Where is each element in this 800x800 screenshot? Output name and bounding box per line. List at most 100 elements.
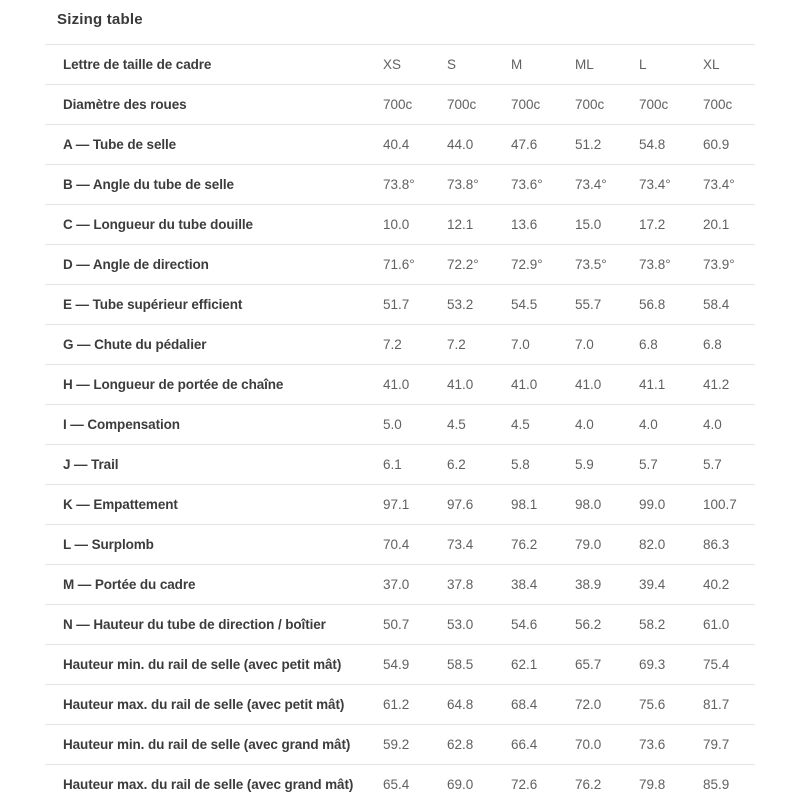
cell-value: 6.8 xyxy=(639,337,658,352)
column-header: M xyxy=(511,57,523,72)
table-row: D — Angle de direction 71.6° 72.2° 72.9° 73.… xyxy=(45,244,755,284)
row-label: M — Portée du cadre xyxy=(63,577,196,592)
cell-value: 70.0 xyxy=(575,737,602,752)
cell-value: 81.7 xyxy=(703,697,730,712)
cell-value: 10.0 xyxy=(383,217,410,232)
cell-value: 700c xyxy=(511,97,541,112)
cell-value: 17.2 xyxy=(639,217,666,232)
table-row: A — Tube de selle 40.4 44.0 47.6 51.2 54.8 60.… xyxy=(45,124,755,164)
cell-value: 54.5 xyxy=(511,297,538,312)
row-label: Diamètre des roues xyxy=(63,97,187,112)
cell-value: 62.8 xyxy=(447,737,474,752)
cell-value: 58.4 xyxy=(703,297,730,312)
table-row: E — Tube supérieur efficient 51.7 53.2 54.5… xyxy=(45,284,755,324)
cell-value: 56.8 xyxy=(639,297,666,312)
cell-value: 75.4 xyxy=(703,657,730,672)
row-label: Hauteur max. du rail de selle (avec gran… xyxy=(63,777,354,792)
cell-value: 700c xyxy=(639,97,669,112)
cell-value: 50.7 xyxy=(383,617,410,632)
cell-value: 38.9 xyxy=(575,577,602,592)
row-label: B — Angle du tube de selle xyxy=(63,177,234,192)
cell-value: 73.4° xyxy=(639,177,671,192)
cell-value: 59.2 xyxy=(383,737,410,752)
cell-value: 99.0 xyxy=(639,497,666,512)
cell-value: 7.0 xyxy=(511,337,530,352)
cell-value: 60.9 xyxy=(703,137,730,152)
cell-value: 37.8 xyxy=(447,577,474,592)
cell-value: 73.9° xyxy=(703,257,735,272)
cell-value: 39.4 xyxy=(639,577,666,592)
table-row: Hauteur min. du rail de selle (avec gran… xyxy=(45,724,755,764)
row-label: L — Surplomb xyxy=(63,537,154,552)
header-row-label: Lettre de taille de cadre xyxy=(63,57,212,72)
cell-value: 51.7 xyxy=(383,297,410,312)
cell-value: 5.7 xyxy=(639,457,658,472)
column-header: ML xyxy=(575,57,594,72)
cell-value: 5.8 xyxy=(511,457,530,472)
cell-value: 72.6 xyxy=(511,777,538,792)
row-label: Hauteur min. du rail de selle (avec gran… xyxy=(63,737,351,752)
cell-value: 7.2 xyxy=(447,337,466,352)
cell-value: 82.0 xyxy=(639,537,666,552)
cell-value: 65.7 xyxy=(575,657,602,672)
cell-value: 47.6 xyxy=(511,137,538,152)
table-row: B — Angle du tube de selle 73.8° 73.8° 73.6… xyxy=(45,164,755,204)
cell-value: 56.2 xyxy=(575,617,602,632)
row-label: J — Trail xyxy=(63,457,119,472)
sizing-table: Lettre de taille de cadre XS S M ML L XL Diamèt… xyxy=(45,44,755,800)
cell-value: 76.2 xyxy=(511,537,538,552)
cell-value: 54.6 xyxy=(511,617,538,632)
cell-value: 75.6 xyxy=(639,697,666,712)
row-label: A — Tube de selle xyxy=(63,137,177,152)
cell-value: 53.0 xyxy=(447,617,474,632)
cell-value: 69.3 xyxy=(639,657,666,672)
row-label: Hauteur max. du rail de selle (avec peti… xyxy=(63,697,345,712)
column-header: S xyxy=(447,57,457,72)
section-title: Sizing table xyxy=(57,11,143,28)
cell-value: 73.8° xyxy=(639,257,671,272)
cell-value: 58.5 xyxy=(447,657,474,672)
cell-value: 66.4 xyxy=(511,737,538,752)
cell-value: 7.0 xyxy=(575,337,594,352)
cell-value: 51.2 xyxy=(575,137,602,152)
row-label: N — Hauteur du tube de direction / boîti… xyxy=(63,617,326,632)
cell-value: 73.4° xyxy=(703,177,735,192)
cell-value: 97.1 xyxy=(383,497,410,512)
table-row: Hauteur max. du rail de selle (avec gran… xyxy=(45,764,755,800)
cell-value: 6.8 xyxy=(703,337,722,352)
table-header-row: Lettre de taille de cadre XS S M ML L XL xyxy=(45,44,755,84)
row-label: E — Tube supérieur efficient xyxy=(63,297,243,312)
cell-value: 41.0 xyxy=(575,377,602,392)
cell-value: 4.0 xyxy=(639,417,658,432)
table-row: L — Surplomb 70.4 73.4 76.2 79.0 82.0 86.3 xyxy=(45,524,755,564)
cell-value: 86.3 xyxy=(703,537,730,552)
cell-value: 55.7 xyxy=(575,297,602,312)
cell-value: 20.1 xyxy=(703,217,730,232)
column-header: XS xyxy=(383,57,402,72)
cell-value: 6.2 xyxy=(447,457,466,472)
cell-value: 53.2 xyxy=(447,297,474,312)
cell-value: 70.4 xyxy=(383,537,410,552)
cell-value: 37.0 xyxy=(383,577,410,592)
cell-value: 4.5 xyxy=(447,417,466,432)
row-label: Hauteur min. du rail de selle (avec peti… xyxy=(63,657,342,672)
row-label: G — Chute du pédalier xyxy=(63,337,207,352)
cell-value: 79.7 xyxy=(703,737,730,752)
column-header: L xyxy=(639,57,647,72)
cell-value: 700c xyxy=(703,97,733,112)
cell-value: 41.0 xyxy=(383,377,410,392)
cell-value: 4.0 xyxy=(703,417,722,432)
cell-value: 73.8° xyxy=(447,177,479,192)
cell-value: 61.2 xyxy=(383,697,410,712)
cell-value: 98.0 xyxy=(575,497,602,512)
cell-value: 41.0 xyxy=(447,377,474,392)
cell-value: 41.1 xyxy=(639,377,666,392)
table-row: M — Portée du cadre 37.0 37.8 38.4 38.9 39.4 4… xyxy=(45,564,755,604)
cell-value: 65.4 xyxy=(383,777,410,792)
cell-value: 700c xyxy=(447,97,477,112)
cell-value: 100.7 xyxy=(703,497,737,512)
cell-value: 4.5 xyxy=(511,417,530,432)
cell-value: 13.6 xyxy=(511,217,538,232)
cell-value: 12.1 xyxy=(447,217,474,232)
